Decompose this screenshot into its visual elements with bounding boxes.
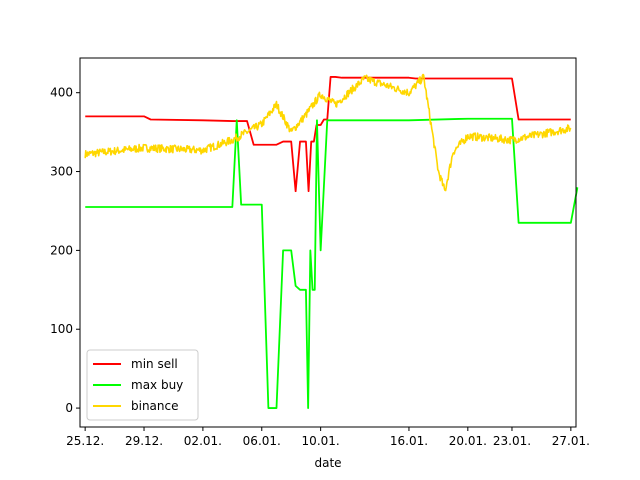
x-tick-label: 23.01. [493, 434, 531, 448]
x-tick-label: 16.01. [390, 434, 428, 448]
y-tick-label: 100 [50, 322, 73, 336]
series-line-min-sell [85, 77, 571, 191]
y-tick-label: 400 [50, 86, 73, 100]
x-tick-label: 25.12. [66, 434, 104, 448]
x-tick-label: 10.01. [302, 434, 340, 448]
y-tick-label: 300 [50, 165, 73, 179]
plot-frame [79, 57, 577, 428]
legend-label: max buy [131, 378, 183, 392]
x-tick-label: 27.01. [552, 434, 590, 448]
x-tick-label: 29.12. [125, 434, 163, 448]
legend: min sell max buy binance [86, 349, 199, 421]
x-tick-label: 20.01. [449, 434, 487, 448]
y-tick-label: 0 [65, 401, 73, 415]
legend-items: min sell max buy binance [93, 357, 183, 413]
series-line-max-buy [85, 119, 577, 408]
legend-label: binance [131, 399, 179, 413]
series-line-binance [85, 74, 571, 190]
legend-box [86, 349, 199, 421]
series-layer [85, 74, 577, 408]
x-axis: 25.12. 29.12. 02.01. 06.01. 10.01. 16.01. 20.0… [66, 427, 590, 448]
legend-label: min sell [131, 357, 178, 371]
y-axis: 0 100 200 300 400 [50, 86, 80, 415]
x-tick-label: 02.01. [184, 434, 222, 448]
y-tick-label: 200 [50, 243, 73, 257]
x-axis-label: date [314, 456, 341, 470]
x-tick-label: 06.01. [243, 434, 281, 448]
